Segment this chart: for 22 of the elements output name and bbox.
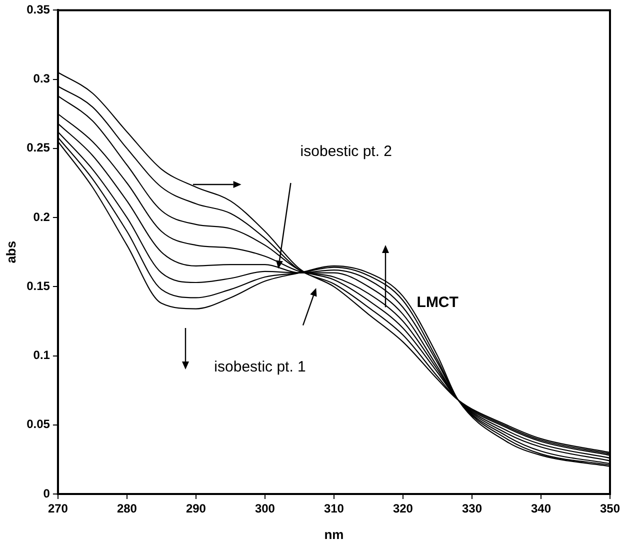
y-tick-label: 0.3 (33, 72, 50, 86)
x-tick-label: 280 (116, 502, 138, 516)
y-tick-label: 0.2 (33, 210, 50, 224)
x-tick-label: 290 (186, 502, 206, 516)
y-axis-title: abs (3, 240, 18, 264)
y-tick-label: 0 (43, 486, 50, 500)
x-tick-label: 300 (254, 502, 276, 516)
x-tick-label: 330 (462, 502, 482, 516)
y-tick-label: 0.05 (26, 417, 50, 432)
x-tick-label: 310 (324, 502, 344, 516)
y-tick-label: 0.1 (33, 348, 50, 362)
y-tick-label: 0.35 (26, 2, 50, 17)
x-tick-label: 320 (392, 502, 414, 516)
y-tick-label: 0.15 (26, 278, 50, 293)
x-axis-title: nm (324, 526, 344, 542)
annotation: isobestic pt. 2 (300, 143, 392, 160)
x-tick-label: 350 (600, 502, 620, 516)
x-tick-label: 340 (530, 502, 552, 516)
annotation: LMCT (416, 294, 458, 312)
x-tick-label: 270 (48, 502, 68, 516)
y-tick-label: 0.25 (26, 140, 50, 155)
annotation: isobestic pt. 1 (214, 358, 306, 376)
